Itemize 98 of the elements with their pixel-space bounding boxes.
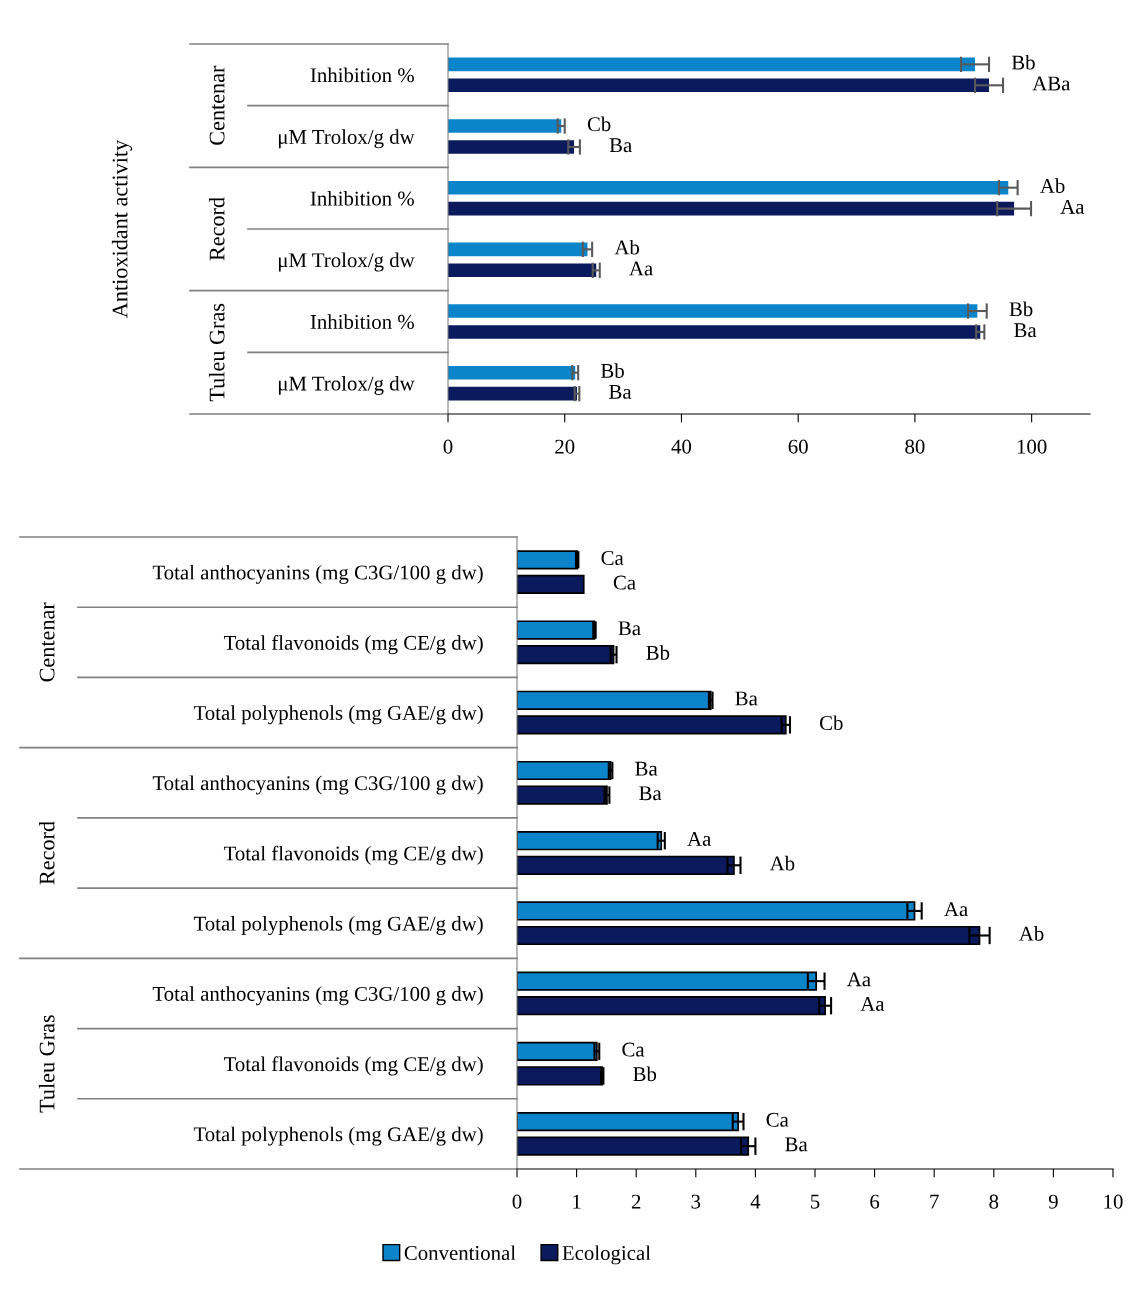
bar	[448, 57, 976, 72]
bar	[448, 78, 990, 93]
data-label: Aa	[1060, 199, 1085, 214]
data-label: Bb	[600, 363, 624, 378]
data-label: Ab	[1019, 926, 1044, 941]
y-tick-label: Total polyphenols (mg GAE/g dw)	[193, 1126, 483, 1146]
bar	[517, 996, 826, 1016]
legend-label: Conventional	[404, 1245, 516, 1261]
bar	[517, 855, 735, 875]
y-tick-label: μM Trolox/g dw	[278, 252, 415, 272]
data-label: Ba	[639, 786, 662, 801]
y-tick-label: Total flavonoids (mg CE/g dw)	[223, 1056, 483, 1076]
bar	[517, 760, 612, 781]
data-label: ABa	[1032, 76, 1071, 91]
data-label: Aa	[629, 261, 653, 276]
data-label: Ca	[601, 551, 624, 566]
text: Centenar	[209, 65, 225, 145]
data-label: Ca	[766, 1112, 789, 1127]
data-label: Ba	[609, 138, 632, 153]
data-label: Ba	[785, 1137, 808, 1152]
text: Centenar	[39, 602, 55, 682]
y-tick-label: Inhibition %	[310, 190, 414, 206]
data-label: Aa	[944, 902, 968, 917]
bar	[517, 1066, 604, 1086]
text: Tuleu Gras	[38, 1015, 55, 1113]
bar	[517, 1041, 598, 1061]
bar	[448, 304, 978, 318]
x-tick-label: 5	[811, 1194, 820, 1209]
y-tick-label: Total polyphenols (mg GAE/g dw)	[193, 915, 483, 935]
text: Tuleu Gras	[208, 303, 225, 402]
text: Record	[208, 197, 225, 261]
bar	[448, 325, 981, 339]
data-label: Ba	[609, 385, 632, 399]
bar	[448, 365, 576, 380]
legend-label: Ecological	[562, 1245, 651, 1265]
bar	[517, 690, 712, 710]
data-label: Aa	[687, 831, 712, 846]
x-tick-label: 20	[555, 439, 575, 454]
bar	[448, 180, 1009, 195]
x-tick-label: 3	[691, 1194, 701, 1209]
y-tick-label: μM Trolox/g dw	[278, 375, 415, 395]
y-axis-title: Antioxidant activity	[111, 139, 133, 318]
y-tick-label: Inhibition %	[310, 314, 414, 329]
x-tick-label: 2	[631, 1194, 641, 1209]
y-tick-label: μM Trolox/g dw	[278, 129, 415, 149]
y-tick-label: Total anthocyanins (mg C3G/100 g dw)	[152, 775, 483, 795]
x-tick-label: 100	[1017, 439, 1047, 454]
data-label: Ab	[769, 855, 795, 871]
y-tick-label: Inhibition %	[310, 67, 414, 83]
bar	[448, 242, 588, 257]
bar	[517, 785, 608, 805]
y-tick-label: Total flavonoids (mg CE/g dw)	[223, 635, 483, 655]
bar	[517, 715, 787, 735]
y-tick-label: Total flavonoids (mg CE/g dw)	[223, 845, 483, 865]
x-tick-label: 9	[1048, 1194, 1058, 1209]
y-tick-label: Total anthocyanins (mg C3G/100 g dw)	[152, 986, 483, 1006]
bar	[517, 620, 596, 640]
x-tick-label: 4	[750, 1194, 761, 1209]
data-label: Cb	[587, 116, 611, 132]
data-label: Ba	[618, 621, 641, 636]
data-label: Cb	[819, 715, 843, 731]
x-tick-label: 60	[788, 439, 808, 454]
data-label: Aa	[860, 996, 885, 1011]
bar	[517, 1136, 750, 1156]
text: Record	[38, 821, 55, 885]
bar	[448, 140, 575, 154]
data-label: Bb	[633, 1066, 657, 1082]
bar	[448, 119, 562, 133]
x-tick-label: 6	[870, 1194, 880, 1209]
x-tick-label: 0	[443, 439, 453, 454]
bar	[517, 645, 615, 665]
data-label: Bb	[1011, 54, 1035, 70]
x-tick-label: 10	[1104, 1194, 1123, 1209]
data-label: Ab	[1040, 178, 1065, 193]
data-label: Aa	[846, 972, 871, 987]
data-label: Bb	[646, 645, 670, 660]
bar	[517, 1111, 739, 1132]
bar	[517, 831, 663, 851]
x-tick-label: 0	[512, 1194, 522, 1209]
data-label: Ca	[622, 1042, 645, 1057]
bar	[517, 574, 585, 595]
data-label: Bb	[1009, 301, 1033, 317]
y-tick-label: Total anthocyanins (mg C3G/100 g dw)	[152, 564, 483, 584]
x-tick-label: 80	[905, 439, 925, 454]
x-tick-label: 8	[989, 1194, 999, 1209]
x-tick-label: 1	[573, 1194, 581, 1209]
data-label: Ba	[1014, 323, 1037, 338]
x-tick-label: 7	[930, 1194, 939, 1209]
data-label: Ba	[735, 691, 758, 706]
bar	[448, 201, 1015, 216]
bar	[448, 386, 577, 401]
bar	[517, 550, 579, 570]
data-label: Ca	[613, 575, 636, 590]
data-label: Ba	[635, 761, 658, 776]
y-tick-label: Total polyphenols (mg GAE/g dw)	[193, 705, 483, 725]
bar	[448, 263, 597, 278]
data-label: Ab	[614, 239, 640, 255]
x-tick-label: 40	[671, 439, 692, 454]
